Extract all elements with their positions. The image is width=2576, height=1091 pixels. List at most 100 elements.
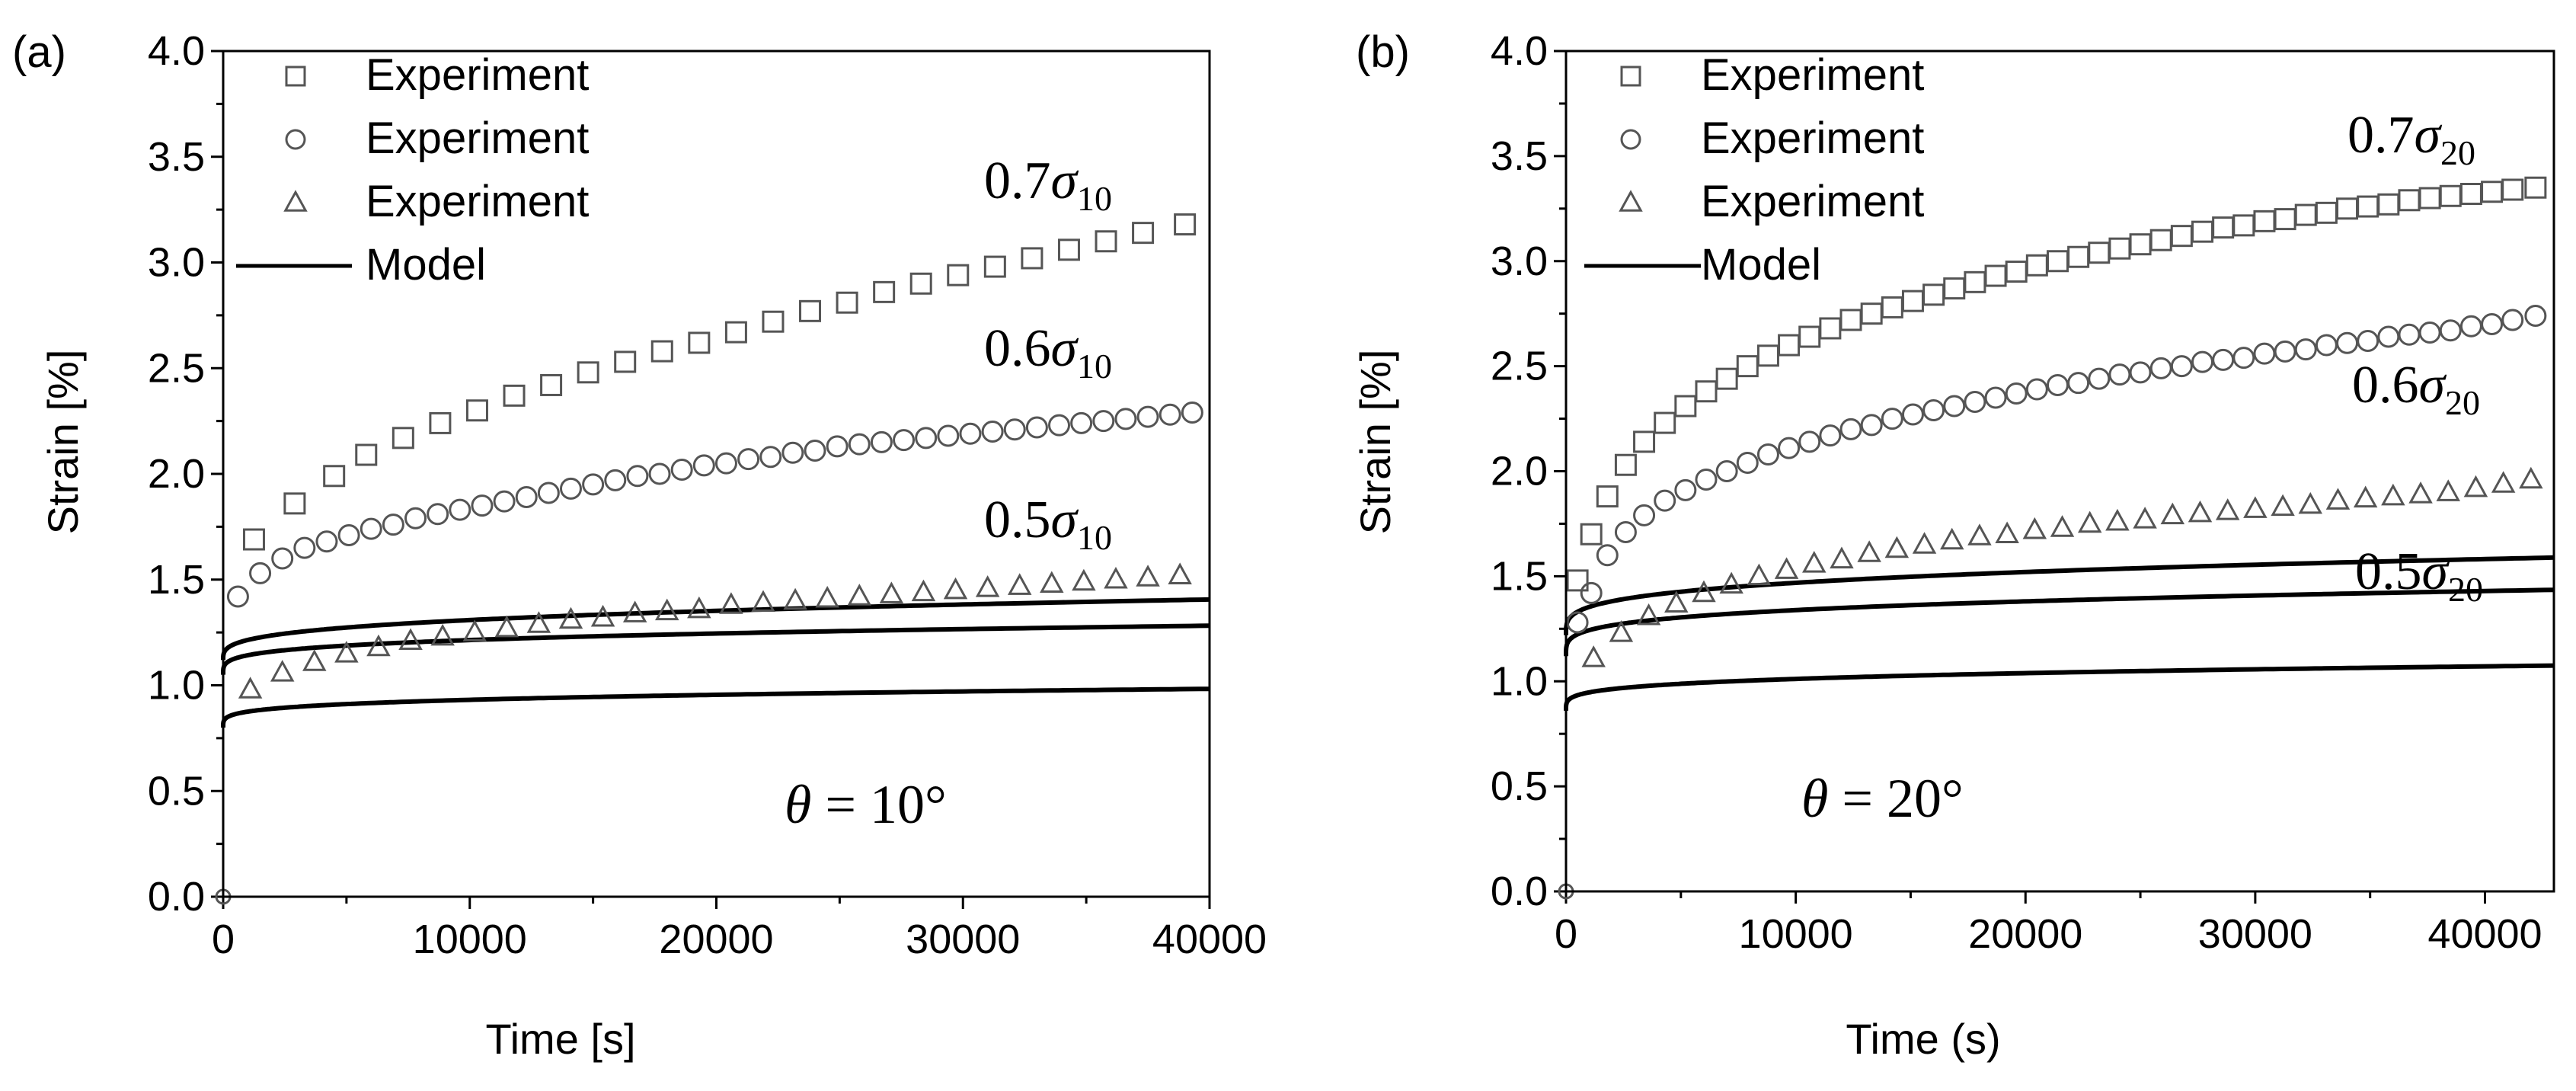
panel-b-legend-label: Experiment bbox=[1701, 177, 1924, 226]
panel-b-marker-triangle bbox=[1609, 620, 1634, 642]
panel-b-marker-triangle bbox=[2215, 498, 2240, 520]
panel-a-ytick-label: 3.5 bbox=[148, 134, 205, 180]
panel-b-marker-triangle bbox=[1636, 603, 1661, 625]
panel-b-marker-square bbox=[1614, 453, 1637, 476]
panel-a-marker-square bbox=[614, 350, 637, 373]
panel-a-marker-triangle bbox=[687, 596, 711, 619]
panel-b-model-line-square bbox=[1564, 555, 2555, 635]
panel-b-marker-square bbox=[2501, 178, 2524, 201]
panel-b-marker-triangle bbox=[2519, 466, 2543, 489]
panel-a-marker-circle bbox=[937, 424, 960, 447]
panel-b-marker-square bbox=[2005, 261, 2028, 283]
panel-a-marker-square bbox=[873, 280, 896, 303]
panel-a-marker-triangle bbox=[1007, 573, 1032, 595]
panel-b-model-lines bbox=[1564, 555, 2555, 711]
panel-a-marker-triangle bbox=[655, 598, 679, 621]
panel-a-legend-square-symbol bbox=[285, 66, 306, 87]
panel-b-legend: Experiment Experiment Experiment Model bbox=[1584, 50, 1924, 290]
panel-a-ytick-label: 2.0 bbox=[148, 451, 205, 497]
panel-a-marker-circle bbox=[604, 469, 627, 491]
panel-b-theta-annotation: θ = 20° bbox=[1801, 768, 1964, 829]
panel-b-series-labels: 0.7σ20 0.6σ20 0.5σ20 bbox=[2347, 106, 2483, 609]
panel-a-marker-circle bbox=[759, 446, 782, 469]
panel-b-ytick-label: 0.5 bbox=[1491, 763, 1548, 809]
panel-b-marker-circle bbox=[1984, 386, 2007, 409]
panel-b-marker-circle bbox=[2046, 373, 2069, 396]
panel-b-ytick-label: 2.0 bbox=[1491, 449, 1548, 494]
panel-b-marker-triangle bbox=[1939, 527, 1964, 550]
panel-b-marker-circle bbox=[2481, 312, 2504, 335]
panel-a-xtick-label: 30000 bbox=[906, 917, 1020, 962]
panel-a-model-line-square bbox=[221, 597, 1210, 661]
panel-b-frame bbox=[1564, 50, 2555, 893]
panel-a-marker-triangle bbox=[815, 585, 839, 608]
panel-a-marker-triangle bbox=[366, 634, 391, 657]
panel-b-xtick-label: 0 bbox=[1555, 911, 1577, 957]
panel-b-marker-square bbox=[1922, 283, 1945, 306]
panel-b-marker-square bbox=[2377, 193, 2400, 216]
panel-a-ticks: 0.0 0.5 1.0 1.5 2.0 2.5 3.0 3.5 4.0 0 10000 20000 30… bbox=[148, 28, 1267, 962]
panel-a-series-label-circle: 0.6σ10 bbox=[984, 319, 1112, 386]
panel-b-marker-square bbox=[2357, 195, 2379, 218]
panel-a-marker-circle bbox=[427, 503, 449, 526]
panel-b-marker-square bbox=[2481, 181, 2504, 203]
panel-b-ylabel: Strain [%] bbox=[1351, 350, 1399, 535]
panel-b-marker-square bbox=[2212, 216, 2235, 239]
panel-b-legend-circle-symbol bbox=[1620, 129, 1641, 150]
panel-b-marker-square bbox=[1695, 380, 1718, 403]
panel-a-marker-circle bbox=[1003, 418, 1026, 441]
panel-b-marker-triangle bbox=[1692, 580, 1716, 603]
panel-a-marker-circle bbox=[893, 429, 916, 452]
panel-b-marker-square bbox=[2315, 201, 2338, 224]
panel-a-marker-square bbox=[762, 310, 785, 333]
panel-a-marker-circle bbox=[582, 473, 605, 496]
panel-b-marker-triangle bbox=[2491, 471, 2516, 493]
panel-a-marker-square bbox=[540, 373, 563, 396]
panel-a-marker-triangle bbox=[975, 575, 1000, 597]
panel-a-model-lines bbox=[221, 597, 1210, 728]
panel-a-xlabel: Time [s] bbox=[485, 1015, 635, 1063]
panel-b-marker-square bbox=[2170, 225, 2193, 248]
panel-a-marker-square bbox=[724, 321, 747, 344]
panel-b-marker-circle bbox=[2005, 382, 2028, 405]
panel-b-marker-circle bbox=[2357, 330, 2379, 353]
panel-a-legend-triangle-symbol bbox=[283, 190, 308, 212]
panel-a-marker-triangle bbox=[911, 579, 936, 602]
panel-b-marker-square bbox=[2067, 245, 2090, 268]
panel-b-marker-circle bbox=[2315, 334, 2338, 357]
panel-a-frame bbox=[222, 50, 1211, 898]
panel-a-marker-circle bbox=[870, 430, 893, 453]
panel-a-marker-triangle bbox=[462, 619, 487, 641]
panel-b-marker-triangle bbox=[1884, 536, 1910, 558]
panel-a-marker-triangle bbox=[783, 587, 807, 610]
panel-a-marker-square bbox=[909, 272, 932, 295]
panel-b-marker-square bbox=[1964, 270, 1986, 293]
panel-a-marker-circle bbox=[781, 441, 804, 464]
panel-a-legend-label: Experiment bbox=[366, 114, 589, 163]
panel-b-marker-circle bbox=[2524, 304, 2547, 327]
panel-a-ytick-label: 4.0 bbox=[148, 28, 205, 74]
panel-b-marker-circle bbox=[1964, 391, 1986, 414]
panel-b-marker-triangle bbox=[2050, 515, 2075, 537]
panel-b-marker-circle bbox=[1695, 469, 1718, 491]
panel-b-marker-triangle bbox=[1995, 521, 2019, 543]
panel-a-ytick-label: 2.5 bbox=[148, 345, 205, 391]
panel-b-xtick-label: 20000 bbox=[1968, 911, 2082, 957]
panel-b-marker-square bbox=[1860, 302, 1883, 325]
panel-b-marker-square bbox=[2459, 183, 2482, 206]
panel-b-marker-circle bbox=[2129, 361, 2152, 384]
panel-b-marker-triangle bbox=[2463, 475, 2488, 498]
panel-a-marker-circle bbox=[804, 439, 826, 462]
panel-a-marker-triangle bbox=[238, 677, 263, 699]
panel-a-marker-triangle bbox=[847, 584, 872, 606]
panel-a-marker-circle bbox=[404, 507, 427, 530]
panel-b-marker-square bbox=[1654, 411, 1676, 434]
panel-b-marker-circle bbox=[2274, 340, 2296, 363]
panel-a-marker-circle bbox=[915, 427, 938, 450]
panel-b-label: (b) bbox=[1356, 27, 1410, 77]
panel-b-model-line-circle bbox=[1564, 587, 2555, 657]
panel-b-marker-circle bbox=[1596, 544, 1619, 567]
panel-b-marker-triangle bbox=[2160, 502, 2185, 525]
panel-a-marker-circle bbox=[626, 465, 649, 488]
panel-a-legend: Experiment Experiment Experiment Model bbox=[236, 50, 589, 290]
